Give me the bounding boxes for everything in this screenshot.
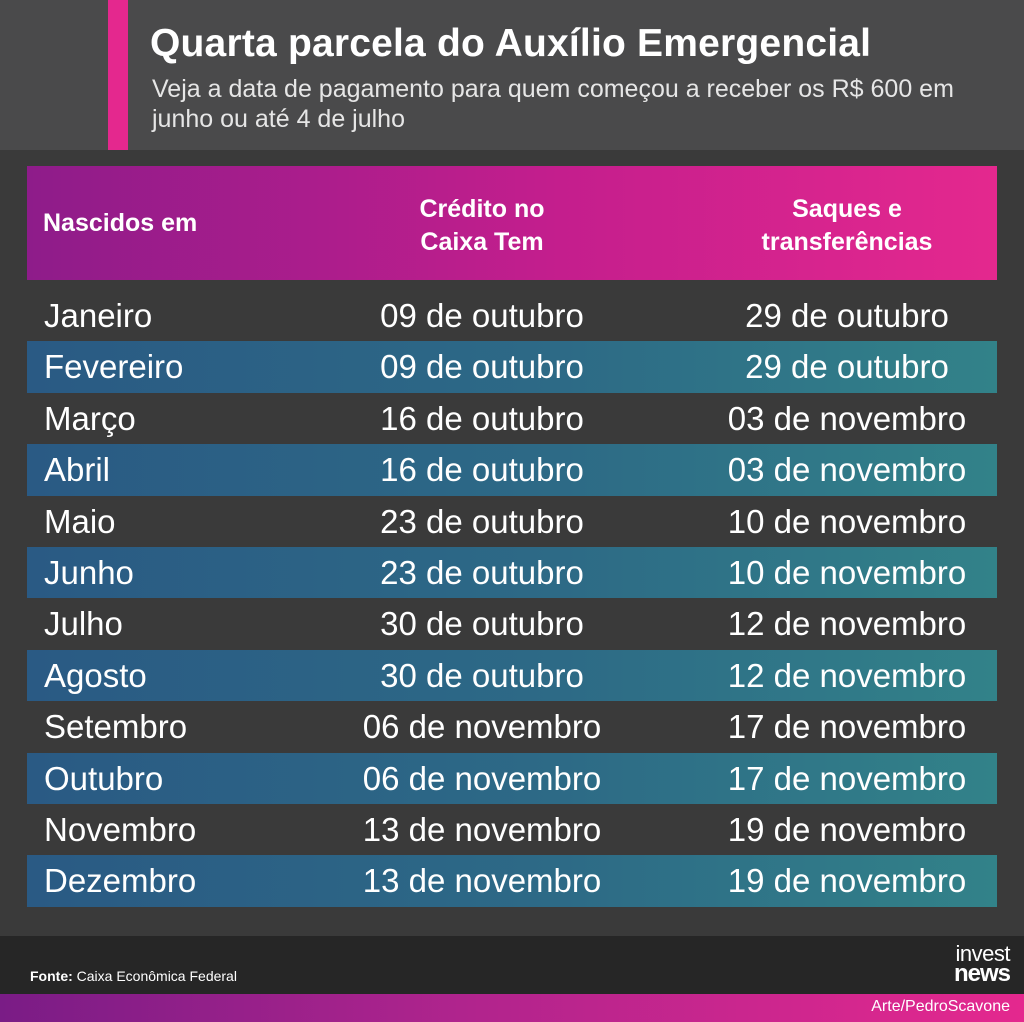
table-row: Agosto 30 de outubro 12 de novembro — [27, 649, 997, 702]
source-label: Fonte: — [30, 968, 73, 984]
logo-text-invest: invest — [955, 941, 1011, 966]
header-panel: Quarta parcela do Auxílio Emergencial Ve… — [0, 0, 1024, 150]
table-row: Janeiro 09 de outubro 29 de outubro — [27, 290, 997, 341]
credit-date: 06 de novembro — [362, 759, 602, 797]
table-row: Maio 23 de outubro 10 de novembro — [27, 496, 997, 547]
credit-date: 30 de outubro — [380, 656, 584, 694]
source-note: Fonte: Caixa Econômica Federal — [30, 968, 237, 984]
withdraw-date: 10 de novembro — [727, 502, 967, 540]
source-value: Caixa Econômica Federal — [76, 968, 237, 984]
accent-bar — [108, 0, 128, 150]
credit-date: 16 de outubro — [380, 451, 584, 489]
column-header-credit: Crédito no Caixa Tem — [332, 193, 632, 259]
withdraw-date: 03 de novembro — [727, 399, 967, 437]
birth-month: Outubro — [44, 759, 164, 797]
investnews-logo: invest news — [953, 941, 1011, 987]
withdraw-date: 29 de outubro — [745, 348, 949, 386]
withdraw-date: 29 de outubro — [745, 297, 949, 334]
birth-month: Janeiro — [44, 297, 153, 334]
birth-month: Março — [44, 399, 136, 437]
column-header-withdraw-line2: transferências — [761, 228, 933, 256]
table-row: Fevereiro 09 de outubro 29 de outubro — [27, 341, 997, 393]
logo-text-news: news — [953, 960, 1011, 987]
credit-date: 23 de outubro — [380, 502, 584, 540]
birth-month: Agosto — [44, 656, 147, 694]
withdraw-date: 17 de novembro — [727, 759, 967, 797]
art-credit: Arte/PedroScavone — [871, 998, 1010, 1015]
withdraw-date: 12 de novembro — [727, 656, 967, 694]
credit-date: 16 de outubro — [380, 399, 584, 437]
payment-table: Janeiro 09 de outubro 29 de outubro Feve… — [27, 290, 997, 907]
birth-month: Fevereiro — [44, 348, 184, 386]
table-row: Setembro 06 de novembro 17 de novembro — [27, 701, 997, 752]
withdraw-date: 12 de novembro — [727, 605, 967, 643]
withdraw-date: 19 de novembro — [727, 862, 967, 900]
page-title: Quarta parcela do Auxílio Emergencial — [150, 22, 872, 65]
column-header-credit-line2: Caixa Tem — [420, 228, 544, 256]
withdraw-date: 17 de novembro — [727, 708, 967, 746]
table-header: Nascidos em Crédito no Caixa Tem Saques … — [27, 166, 997, 280]
birth-month: Setembro — [44, 708, 188, 746]
column-header-credit-line1: Crédito no — [419, 195, 545, 223]
credit-date: 06 de novembro — [362, 708, 602, 746]
birth-month: Maio — [44, 502, 116, 540]
column-header-withdraw-line1: Saques e — [792, 195, 902, 223]
credit-date: 09 de outubro — [380, 297, 584, 334]
credit-date: 13 de novembro — [362, 810, 602, 848]
table-row: Julho 30 de outubro 12 de novembro — [27, 598, 997, 649]
credit-date: 09 de outubro — [380, 348, 584, 386]
table-row: Junho 23 de outubro 10 de novembro — [27, 546, 997, 599]
birth-month: Abril — [44, 451, 111, 489]
table-row: Abril 16 de outubro 03 de novembro — [27, 444, 997, 496]
birth-month: Novembro — [44, 810, 197, 848]
credit-date: 23 de outubro — [380, 553, 584, 591]
birth-month: Dezembro — [44, 862, 197, 900]
withdraw-date: 03 de novembro — [727, 451, 967, 489]
withdraw-date: 19 de novembro — [727, 810, 967, 848]
credit-date: 13 de novembro — [362, 862, 602, 900]
birth-month: Junho — [44, 553, 134, 591]
table-row: Novembro 13 de novembro 19 de novembro — [27, 804, 997, 855]
table-row: Dezembro 13 de novembro 19 de novembro — [27, 855, 997, 907]
art-credit-bar: Arte/PedroScavone — [0, 994, 1024, 1022]
birth-month: Julho — [44, 605, 123, 643]
withdraw-date: 10 de novembro — [727, 553, 967, 591]
page-subtitle: Veja a data de pagamento para quem começ… — [152, 75, 954, 133]
table-row: Março 16 de outubro 03 de novembro — [27, 393, 997, 444]
column-header-withdraw: Saques e transferências — [697, 193, 997, 259]
footer: Fonte: Caixa Econômica Federal invest ne… — [0, 936, 1024, 994]
credit-date: 30 de outubro — [380, 605, 584, 643]
table-row: Outubro 06 de novembro 17 de novembro — [27, 752, 997, 804]
column-header-birth: Nascidos em — [43, 209, 198, 237]
